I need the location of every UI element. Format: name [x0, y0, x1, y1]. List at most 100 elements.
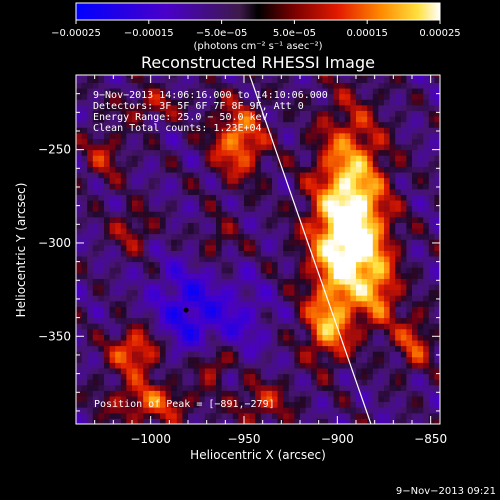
heatmap-cell [182, 379, 189, 386]
heatmap-cell [188, 228, 195, 235]
heatmap-cell [277, 75, 284, 78]
heatmap-cell [160, 188, 167, 195]
heatmap-cell [356, 278, 363, 285]
heatmap-cell [120, 396, 127, 403]
heatmap-cell [227, 340, 234, 347]
heatmap-cell [216, 356, 223, 363]
heatmap-cell [244, 144, 251, 151]
heatmap-cell [361, 183, 368, 190]
heatmap-cell [232, 200, 239, 207]
heatmap-cell [339, 116, 346, 123]
heatmap-cell [148, 356, 155, 363]
heatmap-cell [137, 88, 144, 95]
heatmap-cell [216, 328, 223, 335]
heatmap-cell [417, 362, 424, 369]
heatmap-cell [249, 412, 256, 419]
heatmap-cell [417, 384, 424, 391]
heatmap-cell [204, 76, 211, 83]
heatmap-cell [400, 306, 407, 313]
heatmap-cell [165, 340, 172, 347]
heatmap-cell [322, 340, 329, 347]
heatmap-cell [333, 228, 340, 235]
heatmap-cell [266, 239, 273, 246]
heatmap-cell [333, 328, 340, 335]
heatmap-cell [221, 216, 228, 223]
heatmap-cell [423, 121, 430, 128]
heatmap-cell [193, 188, 200, 195]
heatmap-cell [216, 306, 223, 313]
heatmap-cell [104, 88, 111, 95]
heatmap-cell [210, 317, 217, 324]
heatmap-cell [350, 278, 357, 285]
heatmap-cell [137, 345, 144, 352]
heatmap-cell [154, 340, 161, 347]
heatmap-cell [92, 183, 99, 190]
heatmap-cell [126, 418, 133, 424]
heatmap-cell [148, 116, 155, 123]
heatmap-cell [294, 228, 301, 235]
heatmap-cell [210, 76, 217, 83]
heatmap-cell [288, 188, 295, 195]
heatmap-cell [81, 93, 88, 100]
heatmap-cell [389, 200, 396, 207]
heatmap-cell [238, 317, 245, 324]
heatmap-cell [400, 418, 407, 424]
heatmap-cell [188, 233, 195, 240]
heatmap-cell [176, 306, 183, 313]
heatmap-cell [199, 256, 206, 263]
heatmap-cell [104, 390, 111, 397]
heatmap-cell [322, 200, 329, 207]
heatmap-cell [137, 407, 144, 414]
heatmap-cell [428, 166, 435, 173]
heatmap-cell [395, 256, 402, 263]
heatmap-cell [322, 362, 329, 369]
heatmap-cell [87, 99, 94, 106]
heatmap-cell [238, 183, 245, 190]
heatmap-cell [412, 116, 419, 123]
heatmap-cell [221, 334, 228, 341]
heatmap-cell [148, 384, 155, 391]
heatmap-cell [395, 317, 402, 324]
heatmap-cell [165, 188, 172, 195]
heatmap-cell [154, 401, 161, 408]
heatmap-cell [143, 216, 150, 223]
heatmap-cell [221, 183, 228, 190]
heatmap-cell [126, 177, 133, 184]
heatmap-cell [406, 155, 413, 162]
heatmap-cell [344, 127, 351, 134]
heatmap-cell [344, 104, 351, 111]
heatmap-cell [115, 233, 122, 240]
heatmap-cell [227, 200, 234, 207]
heatmap-cell [339, 244, 346, 251]
heatmap-cell [137, 216, 144, 223]
heatmap-cell [210, 177, 217, 184]
heatmap-cell [176, 312, 183, 319]
heatmap-cell [137, 278, 144, 285]
y-axis-ticks: −250−300−350 [38, 74, 440, 412]
heatmap-cell [423, 390, 430, 397]
heatmap-cell [372, 300, 379, 307]
heatmap-cell [260, 323, 267, 330]
heatmap-cell [333, 267, 340, 274]
heatmap-cell [417, 345, 424, 352]
heatmap-cell [389, 211, 396, 218]
heatmap-cell [204, 194, 211, 201]
heatmap-cell [199, 412, 206, 419]
heatmap-cell [294, 110, 301, 117]
heatmap-cell [249, 211, 256, 218]
heatmap-cell [300, 127, 307, 134]
heatmap-cell [244, 149, 251, 156]
heatmap-cell [406, 116, 413, 123]
heatmap-cell [339, 205, 346, 212]
heatmap-cell [120, 216, 127, 223]
heatmap-cell [356, 244, 363, 251]
heatmap-cell [204, 356, 211, 363]
heatmap-cell [378, 194, 385, 201]
heatmap-cell [333, 379, 340, 386]
heatmap-cell [76, 228, 83, 235]
heatmap-cell [350, 351, 357, 358]
heatmap-cell [92, 88, 99, 95]
heatmap-cell [434, 289, 440, 296]
heatmap-cell [311, 104, 318, 111]
heatmap-cell [221, 379, 228, 386]
